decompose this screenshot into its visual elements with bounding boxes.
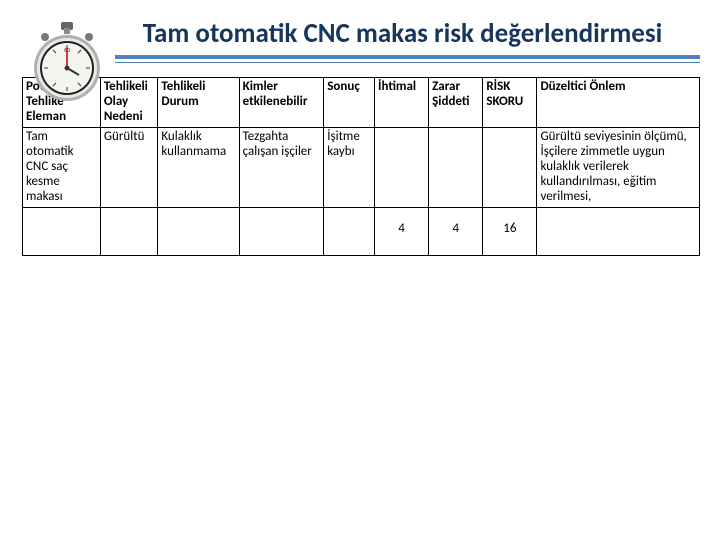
cell: 16 (483, 207, 537, 255)
title-underline-thin (115, 62, 700, 63)
cell: Gürültü (100, 127, 158, 207)
title-underline-thick (115, 55, 700, 59)
col-header: Düzeltici Önlem (537, 78, 700, 128)
cell: Tezgahta çalışan işçiler (239, 127, 324, 207)
col-header: Sonuç (324, 78, 375, 128)
cell (375, 127, 429, 207)
cell (23, 207, 101, 255)
cell (100, 207, 158, 255)
cell: Kulaklık kullanmama (158, 127, 239, 207)
col-header: İhtimal (375, 78, 429, 128)
table-row: 4 4 16 (23, 207, 700, 255)
page-title: Tam otomatik CNC makas risk değerlendirm… (115, 18, 690, 49)
risk-table: Potansiyeli Tehlike Eleman Tehlikeli Ola… (22, 77, 700, 256)
cell (158, 207, 239, 255)
risk-table-wrap: Potansiyeli Tehlike Eleman Tehlikeli Ola… (22, 77, 700, 256)
cell (324, 207, 375, 255)
col-header: Zarar Şiddeti (429, 78, 483, 128)
table-row: Tam otomatik CNC saç kesme makası Gürült… (23, 127, 700, 207)
cell: 4 (429, 207, 483, 255)
cell: Tam otomatik CNC saç kesme makası (23, 127, 101, 207)
cell: İşitme kaybı (324, 127, 375, 207)
table-header-row: Potansiyeli Tehlike Eleman Tehlikeli Ola… (23, 78, 700, 128)
title-block: Tam otomatik CNC makas risk değerlendirm… (0, 0, 720, 49)
col-header: Tehlikeli Olay Nedeni (100, 78, 158, 128)
cell (239, 207, 324, 255)
col-header: RİSK SKORU (483, 78, 537, 128)
stopwatch-icon: 60 (32, 20, 102, 105)
cell (429, 127, 483, 207)
cell (537, 207, 700, 255)
cell: 4 (375, 207, 429, 255)
cell (483, 127, 537, 207)
cell: Gürültü seviyesinin ölçümü, İşçilere zim… (537, 127, 700, 207)
col-header: Kimler etkilenebilir (239, 78, 324, 128)
col-header: Tehlikeli Durum (158, 78, 239, 128)
